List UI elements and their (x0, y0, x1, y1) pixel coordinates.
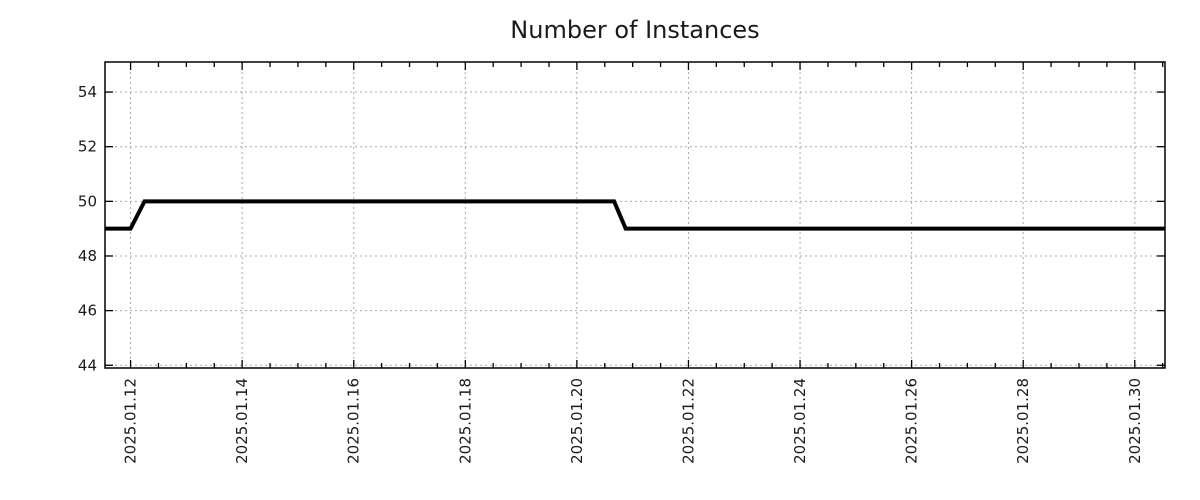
x-axis-tick-label: 2025.01.16 (345, 378, 363, 464)
y-axis-tick-label: 50 (78, 192, 97, 210)
x-axis-tick-label: 2025.01.14 (233, 378, 251, 464)
x-axis-tick-label: 2025.01.26 (903, 378, 921, 464)
y-axis-tick-label: 52 (78, 138, 97, 156)
x-axis-tick-label: 2025.01.28 (1014, 378, 1032, 464)
chart-title: Number of Instances (510, 16, 760, 44)
x-axis-tick-label: 2025.01.20 (568, 378, 586, 464)
x-axis-tick-label: 2025.01.30 (1126, 378, 1144, 464)
x-axis-tick-label: 2025.01.12 (122, 378, 140, 464)
series-line-instances (105, 199, 1165, 231)
x-axis-tick-label: 2025.01.24 (791, 378, 809, 464)
x-axis-tick-label: 2025.01.18 (456, 378, 474, 464)
y-axis-tick-label: 44 (78, 356, 97, 374)
plot-border (104, 61, 1166, 369)
x-axis-tick-label: 2025.01.22 (679, 378, 697, 464)
y-axis-tick-label: 46 (78, 302, 97, 320)
y-axis-tick-label: 48 (78, 247, 97, 265)
y-axis-tick-label: 54 (78, 83, 97, 101)
